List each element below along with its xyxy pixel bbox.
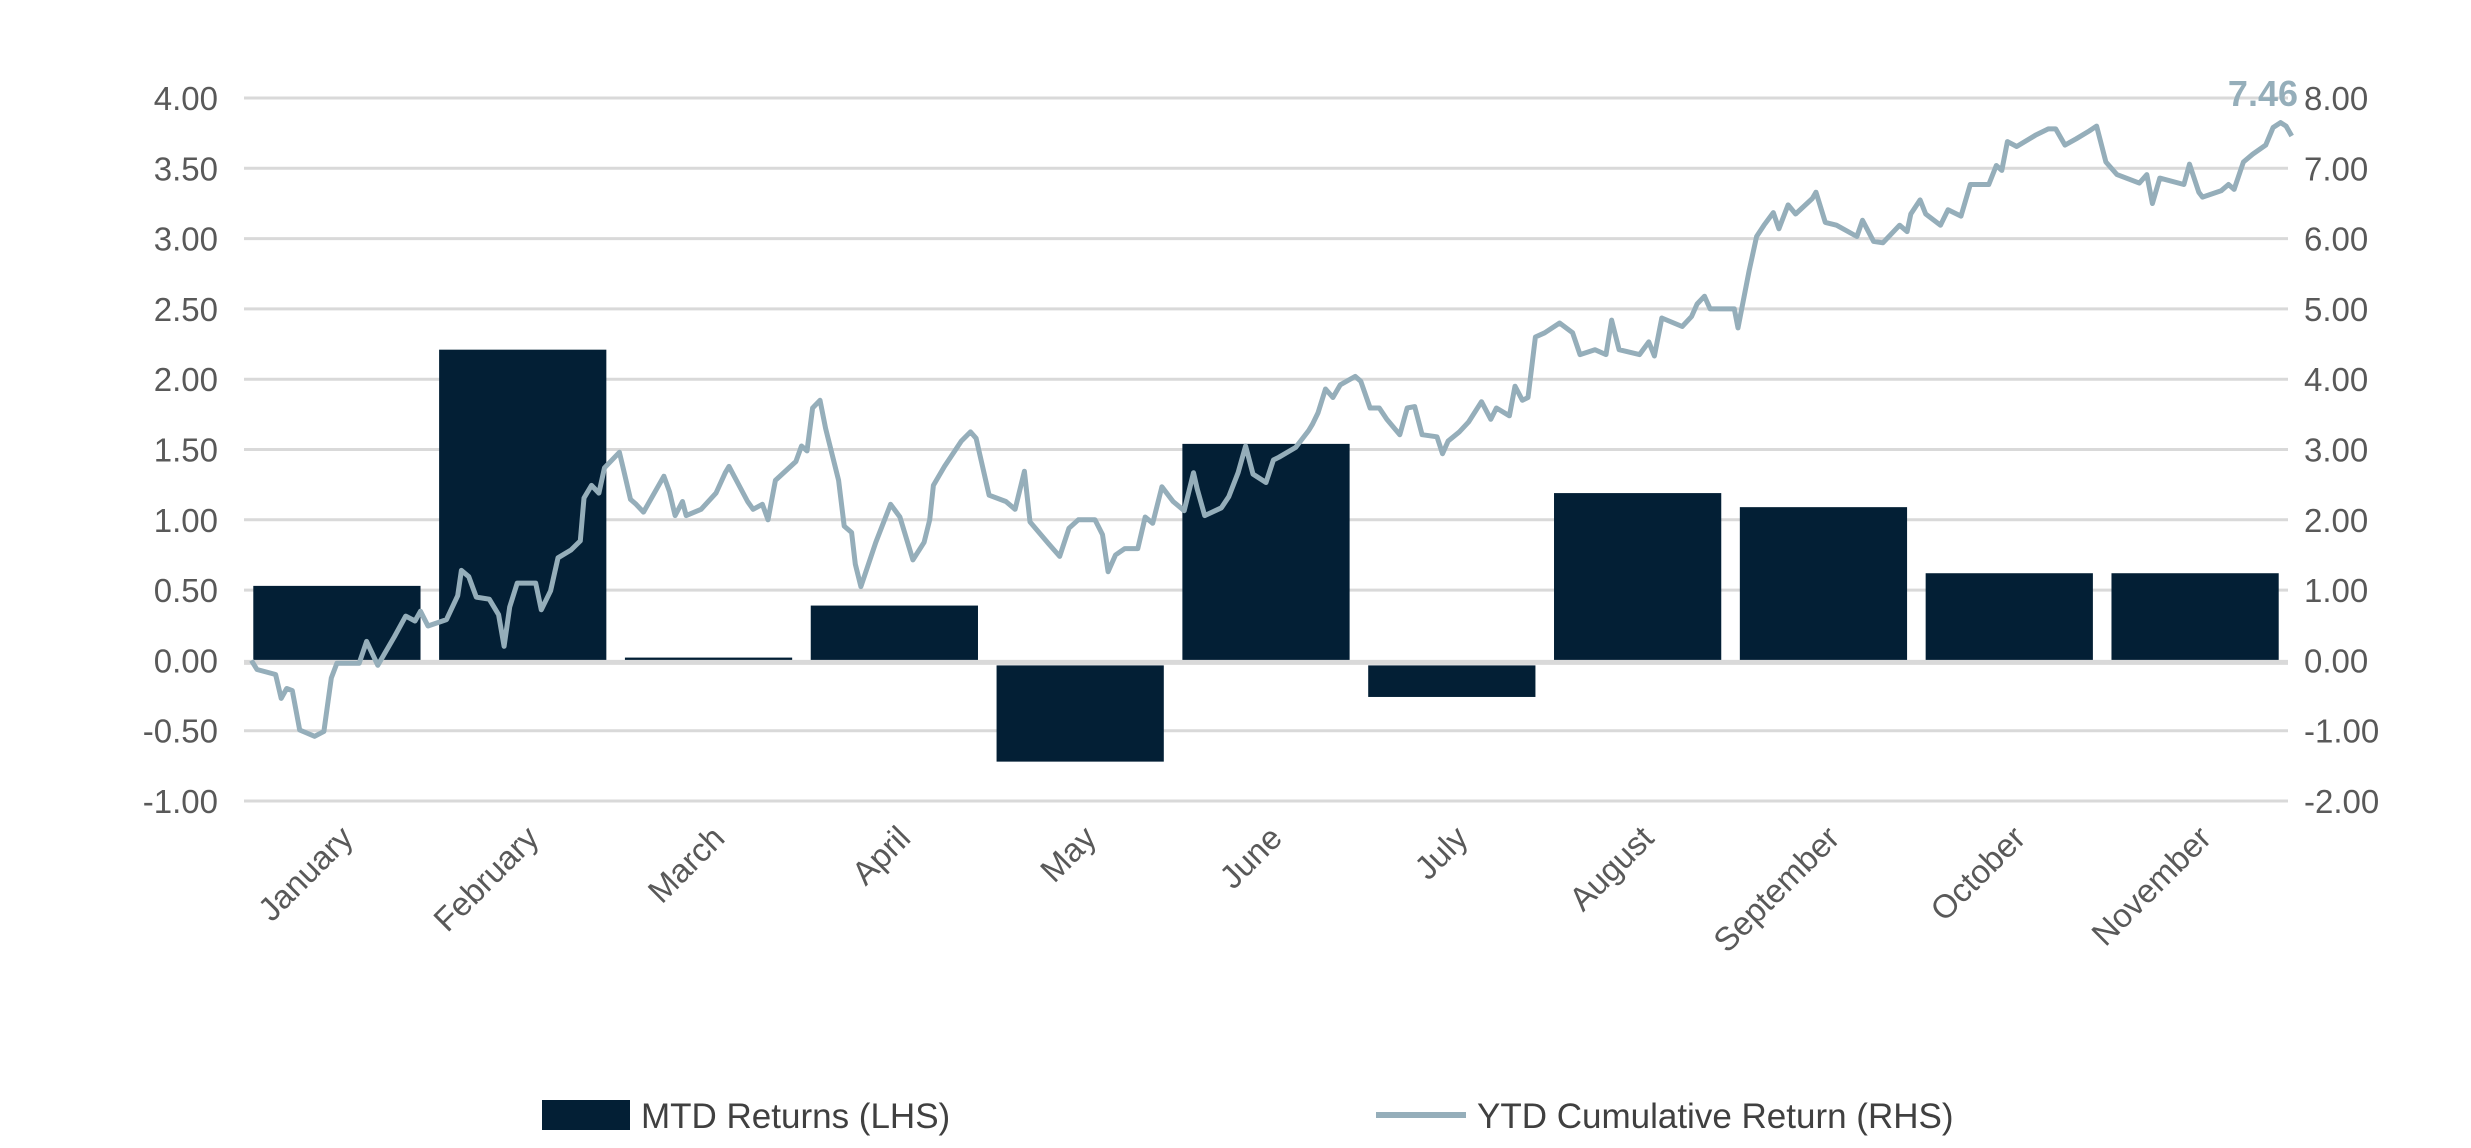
category-label: April bbox=[844, 819, 917, 892]
bar-october bbox=[1925, 573, 2093, 661]
left-tick-label: 2.50 bbox=[154, 291, 218, 328]
legend-label-ytd: YTD Cumulative Return (RHS) bbox=[1477, 1097, 1954, 1136]
left-tick-label: -0.50 bbox=[143, 713, 218, 750]
left-axis-ticks: 4.00 3.50 3.00 2.50 2.00 1.50 1.00 0.50 0.00 -0.5… bbox=[143, 80, 218, 820]
right-tick-label: 8.00 bbox=[2304, 80, 2368, 117]
right-tick-label: 4.00 bbox=[2304, 361, 2368, 398]
right-tick-label: 0.00 bbox=[2304, 642, 2368, 679]
bar-november bbox=[2111, 573, 2279, 661]
right-axis-ticks: 8.00 7.00 6.00 5.00 4.00 3.00 2.00 1.00 0.00 -1.0… bbox=[2304, 80, 2379, 820]
category-label: January bbox=[251, 818, 361, 928]
left-tick-label: 0.00 bbox=[154, 642, 218, 679]
bar-january bbox=[253, 585, 421, 661]
right-tick-label: 7.00 bbox=[2304, 150, 2368, 187]
left-tick-label: 3.00 bbox=[154, 221, 218, 258]
category-label: February bbox=[426, 818, 546, 938]
bar-august bbox=[1554, 493, 1722, 661]
bar-september bbox=[1739, 507, 1908, 661]
line-series-ytd bbox=[249, 120, 2294, 739]
right-tick-label: 3.00 bbox=[2304, 432, 2368, 469]
left-tick-label: 3.50 bbox=[154, 150, 218, 187]
right-tick-label: 6.00 bbox=[2304, 221, 2368, 258]
right-tick-label: 5.00 bbox=[2304, 291, 2368, 328]
left-tick-label: 4.00 bbox=[154, 80, 218, 117]
x-axis-categories: January February March April May June July Augu… bbox=[251, 818, 2218, 959]
left-tick-label: 1.00 bbox=[154, 502, 218, 539]
left-tick-label: 0.50 bbox=[154, 572, 218, 609]
category-label: September bbox=[1706, 819, 1846, 959]
legend-label-mtd: MTD Returns (LHS) bbox=[641, 1097, 950, 1136]
right-tick-label: 2.00 bbox=[2304, 502, 2368, 539]
left-tick-label: 1.50 bbox=[154, 432, 218, 469]
left-tick-label: -1.00 bbox=[143, 783, 218, 820]
category-label: June bbox=[1212, 819, 1289, 896]
category-label: November bbox=[2084, 819, 2218, 953]
category-label: July bbox=[1407, 818, 1475, 886]
ytd-cumulative-line bbox=[249, 120, 2294, 739]
left-tick-label: 2.00 bbox=[154, 361, 218, 398]
bar-february bbox=[439, 349, 607, 661]
right-tick-label: 1.00 bbox=[2304, 572, 2368, 609]
bar-july bbox=[1368, 665, 1536, 697]
right-tick-label: -1.00 bbox=[2304, 713, 2379, 750]
end-value-annotation: 7.46 bbox=[2228, 73, 2298, 114]
bar-april bbox=[810, 605, 978, 661]
category-label: May bbox=[1033, 818, 1104, 889]
right-tick-label: -2.00 bbox=[2304, 783, 2379, 820]
legend: MTD Returns (LHS) YTD Cumulative Return … bbox=[542, 1097, 1954, 1136]
bar-may bbox=[996, 665, 1164, 762]
category-label: October bbox=[1923, 819, 2032, 928]
bar-series-mtd bbox=[253, 349, 2279, 762]
category-label: March bbox=[640, 819, 731, 910]
legend-bar-swatch bbox=[542, 1100, 630, 1130]
category-label: August bbox=[1562, 819, 1661, 918]
bar-march bbox=[624, 657, 793, 661]
